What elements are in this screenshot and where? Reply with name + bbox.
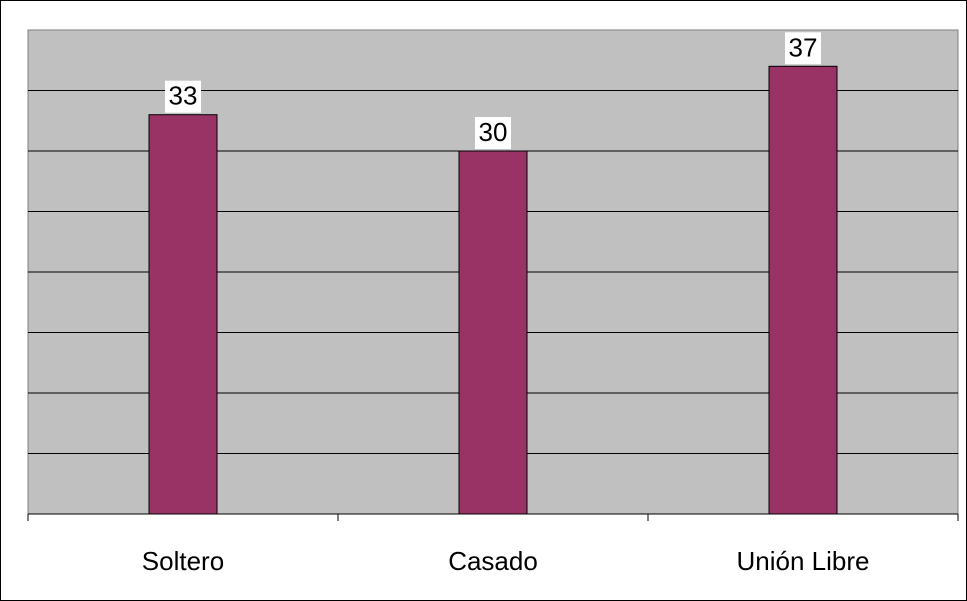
data-label-background <box>475 117 511 149</box>
category-label: Unión Libre <box>737 546 870 576</box>
data-label-background <box>785 32 821 65</box>
data-label-text: 33 <box>169 81 198 111</box>
data-label: 33 <box>165 80 201 113</box>
data-label: 30 <box>475 117 511 149</box>
data-labels: 33 30 37 <box>165 32 821 149</box>
bar-soltero <box>148 114 218 515</box>
category-label: Soltero <box>142 546 224 576</box>
category-label: Casado <box>448 546 538 576</box>
data-label-text: 37 <box>789 32 818 62</box>
category-labels: Soltero Casado Unión Libre <box>142 546 870 576</box>
bar-unión-libre <box>768 65 838 515</box>
x-axis <box>27 513 959 521</box>
data-label-background <box>165 80 201 113</box>
data-label: 37 <box>785 32 821 65</box>
data-label-text: 30 <box>479 117 508 147</box>
bars <box>148 65 838 515</box>
bar-casado <box>458 150 528 515</box>
